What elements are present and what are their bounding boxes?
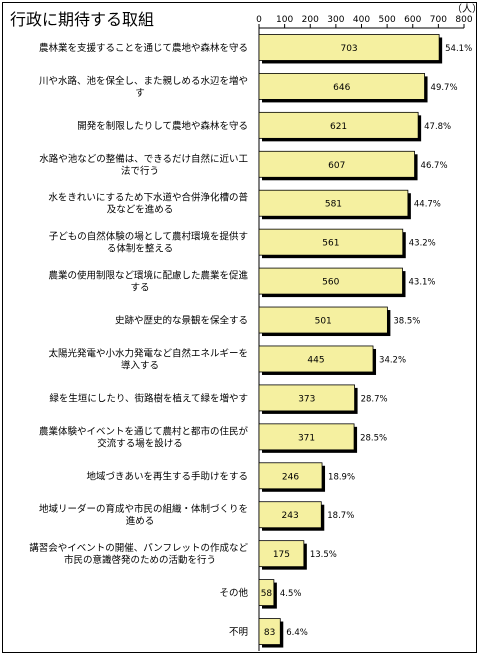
category-label: 子どもの自然体験の場として農村環境を提供す [49,231,248,243]
category-label: 市民の意識啓発のための活動を行う [64,554,216,566]
bar-percent-label: 18.9% [328,472,355,482]
bar-percent-label: 18.7% [327,511,354,521]
category-label: 地域づきあいを再生する手助けをする [86,470,248,482]
category-label: 法で行う [121,165,159,177]
bar [258,462,323,490]
category-label: 開発を制限したりして農地や森林を守る [77,120,248,132]
bar-value-label: 175 [273,550,290,560]
category-label: 交流する場を設ける [97,437,183,449]
bar [258,189,409,217]
category-label: 導入する [121,359,159,371]
category-label: 水をきれいにするため下水道や合併浄化槽の普 [48,192,248,204]
bar-value-label: 501 [315,317,332,327]
bar [258,618,281,645]
bar-percent-label: 47.8% [424,122,451,132]
x-tick-label: 0 [256,15,262,25]
bar [258,384,355,412]
bar-value-label: 58 [261,589,273,599]
bar-value-label: 646 [333,83,350,93]
bar-value-label: 561 [322,239,339,249]
bar-percent-label: 49.7% [431,83,458,93]
bar-percent-label: 4.5% [280,589,302,599]
category-label: その他 [219,587,248,599]
category-label: 農業の使用制限など環境に配慮した農業を促進 [48,270,248,282]
x-tick-label: 700 [430,15,447,25]
category-label: る体制を整える [107,243,173,255]
bar-value-label: 243 [282,511,299,521]
chart-frame [2,2,477,653]
bar-percent-label: 28.7% [361,394,388,404]
bar-value-label: 445 [307,355,324,365]
bar-value-label: 703 [340,44,357,54]
category-label: 水路や池などの整備は、できるだけ自然に近い工 [39,153,248,165]
bar-value-label: 621 [330,122,347,132]
x-tick-label: 600 [404,15,421,25]
category-label: 農業体験やイベントを通じて農村と都市の住民が [39,425,249,437]
bar-value-label: 607 [328,161,345,171]
x-tick-label: 100 [276,15,293,25]
bar-percent-label: 43.1% [409,278,436,288]
bar [258,267,403,295]
x-tick-label: 200 [302,15,319,25]
chart-title: 行政に期待する取組 [10,10,155,29]
category-label: 及などを進める [107,204,174,216]
category-label: 太陽光発電や小水力発電など自然エネルギーを [48,347,248,359]
category-label: 史跡や歴史的な景観を保全する [115,315,248,327]
bar-value-label: 83 [264,628,275,638]
x-tick-label: 400 [353,15,370,25]
bar-percent-label: 6.4% [286,628,308,638]
bar-value-label: 560 [322,278,339,288]
bar [258,228,404,256]
category-label: 講習会やイベントの開催、パンフレットの作成など [29,542,248,554]
bar-percent-label: 46.7% [421,161,448,171]
category-label: 進める [126,515,155,527]
category-label: 農林業を支援することを通じて農地や森林を守る [39,42,248,54]
category-label: 地域リーダーの育成や市民の組織・体制づくりを [39,503,248,515]
bar-percent-label: 44.7% [414,200,441,210]
bar-percent-label: 34.2% [379,355,406,365]
bar [258,34,440,61]
bar-percent-label: 28.5% [360,433,387,443]
bar-percent-label: 43.2% [409,239,436,249]
bar [258,306,388,334]
category-label: 緑を生垣にしたり、街路樹を植えて緑を増やす [49,392,248,404]
bar [258,579,275,606]
bar-value-label: 246 [282,472,299,482]
x-tick-label: 500 [379,15,396,25]
bar-percent-label: 54.1% [445,44,472,54]
x-tick-label: 800 [455,15,472,25]
category-label: 不明 [229,627,248,638]
x-tick-label: 300 [327,15,344,25]
unit-label: （人） [452,4,481,15]
bar [258,150,415,178]
bar-value-label: 371 [298,433,315,443]
bar [258,540,305,568]
bar-value-label: 581 [325,200,342,210]
bar [258,111,419,139]
category-label: す [135,88,145,99]
bar [258,501,322,529]
bar-value-label: 373 [298,394,315,404]
bar [258,345,374,373]
bar-percent-label: 13.5% [310,550,337,560]
bar [258,423,355,451]
bar [258,73,425,100]
bar-percent-label: 38.5% [393,317,420,327]
category-label: する [130,283,149,294]
category-label: 川や水路、池を保全し、また親しめる水辺を増や [39,75,248,87]
